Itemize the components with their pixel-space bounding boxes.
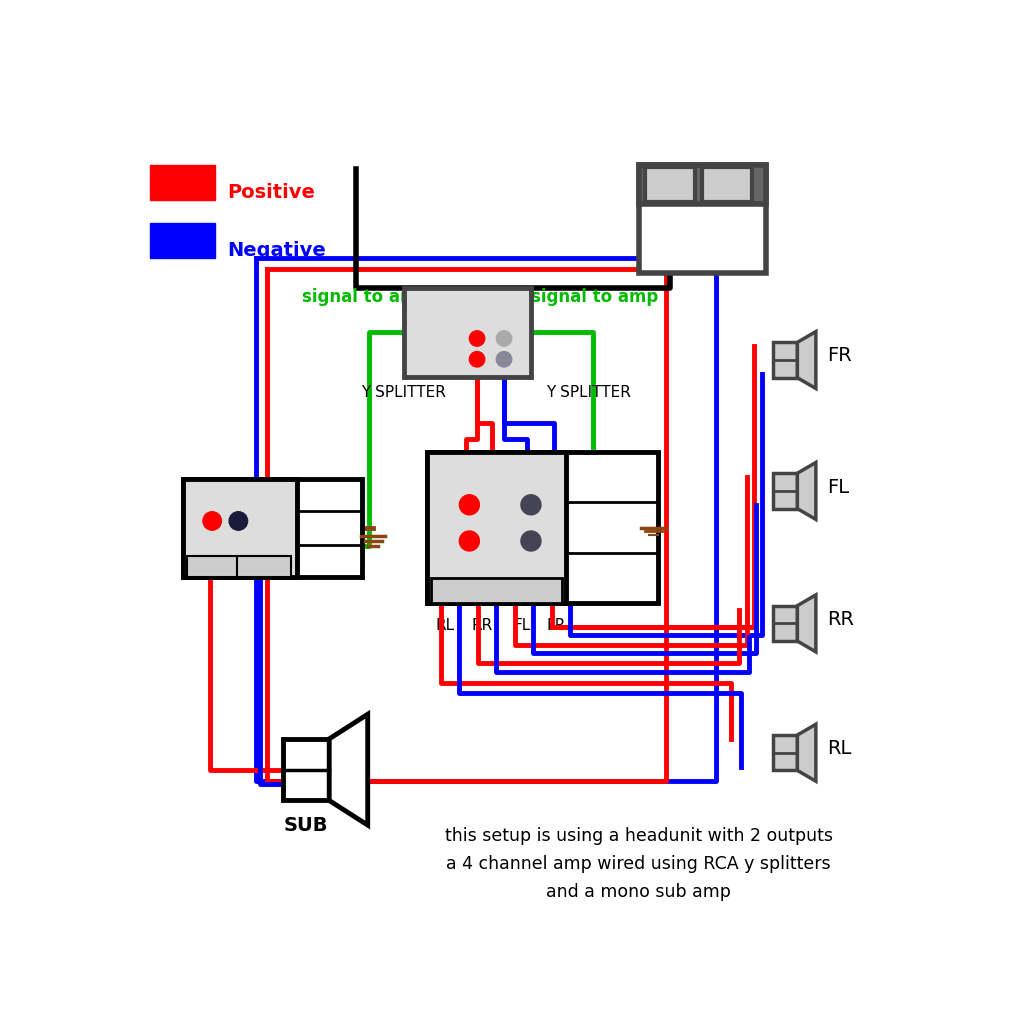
Text: FR: FR xyxy=(547,618,566,633)
Text: FR: FR xyxy=(827,346,852,365)
Bar xyxy=(183,478,361,578)
Text: −: − xyxy=(453,582,466,599)
Text: −: − xyxy=(780,754,791,767)
Circle shape xyxy=(521,495,541,515)
Text: sig: sig xyxy=(600,469,624,487)
Circle shape xyxy=(497,351,512,367)
Text: +: + xyxy=(471,582,484,599)
Text: G: G xyxy=(603,517,621,538)
Text: +: + xyxy=(545,582,559,599)
Text: −: − xyxy=(780,625,791,638)
Bar xyxy=(773,735,798,770)
Text: +: + xyxy=(779,740,791,754)
Bar xyxy=(427,453,658,602)
Text: G: G xyxy=(321,518,338,538)
Circle shape xyxy=(497,331,512,346)
Text: +: + xyxy=(508,582,521,599)
Polygon shape xyxy=(798,595,816,652)
Text: −: − xyxy=(489,582,503,599)
Text: signal to amp: signal to amp xyxy=(531,289,658,306)
Polygon shape xyxy=(798,332,816,388)
Text: Positive: Positive xyxy=(226,183,314,202)
Text: +: + xyxy=(601,565,623,589)
Text: RCA: RCA xyxy=(237,537,267,552)
Bar xyxy=(701,167,752,202)
Text: Battery: Battery xyxy=(669,238,735,255)
Bar xyxy=(645,167,695,202)
Circle shape xyxy=(229,512,248,530)
Circle shape xyxy=(460,495,479,515)
Text: Y SPLITTER: Y SPLITTER xyxy=(361,385,446,400)
Text: RL: RL xyxy=(827,739,852,759)
Text: +: + xyxy=(434,582,447,599)
Text: −: − xyxy=(298,774,314,793)
Text: +: + xyxy=(202,557,218,575)
Text: +: + xyxy=(318,549,340,572)
Text: +: + xyxy=(779,347,791,360)
Circle shape xyxy=(203,512,221,530)
Bar xyxy=(150,223,215,258)
Bar xyxy=(403,289,531,377)
Bar xyxy=(773,473,798,509)
Polygon shape xyxy=(798,724,816,781)
Text: RR: RR xyxy=(827,610,854,629)
Bar xyxy=(183,478,297,578)
Text: −: − xyxy=(716,170,739,199)
Text: +: + xyxy=(779,611,791,624)
Bar xyxy=(639,165,766,273)
Bar xyxy=(773,605,798,641)
Bar xyxy=(427,453,565,602)
Text: RR: RR xyxy=(472,618,494,633)
Bar xyxy=(773,342,798,378)
Bar xyxy=(639,165,766,204)
Bar xyxy=(431,578,562,602)
Circle shape xyxy=(460,531,479,551)
Text: −: − xyxy=(563,582,578,599)
Text: RL: RL xyxy=(436,618,455,633)
Text: FL: FL xyxy=(513,618,530,633)
Text: this setup is using a headunit with 2 outputs
a 4 channel amp wired using RCA y : this setup is using a headunit with 2 ou… xyxy=(444,827,833,901)
Polygon shape xyxy=(798,463,816,519)
Circle shape xyxy=(521,531,541,551)
Text: −: − xyxy=(526,582,541,599)
Text: +: + xyxy=(779,478,791,492)
Text: +: + xyxy=(298,750,314,768)
Bar xyxy=(150,165,215,200)
Text: −: − xyxy=(780,493,791,505)
Bar xyxy=(186,556,291,578)
Text: Negative: Negative xyxy=(226,241,326,260)
Text: Head Unit: Head Unit xyxy=(401,299,483,316)
Circle shape xyxy=(469,331,484,346)
Text: RCA: RCA xyxy=(494,524,527,543)
Text: SUB: SUB xyxy=(284,816,329,835)
Text: RCA: RCA xyxy=(481,319,512,335)
Text: Y SPLITTER: Y SPLITTER xyxy=(547,385,631,400)
Circle shape xyxy=(469,351,484,367)
Text: −: − xyxy=(780,361,791,375)
Text: +: + xyxy=(657,170,681,199)
Text: FL: FL xyxy=(827,477,850,497)
Text: −: − xyxy=(252,557,268,575)
Text: signal to amp: signal to amp xyxy=(301,289,429,306)
Text: sig: sig xyxy=(317,486,341,505)
Bar xyxy=(283,739,330,801)
Polygon shape xyxy=(330,715,368,825)
